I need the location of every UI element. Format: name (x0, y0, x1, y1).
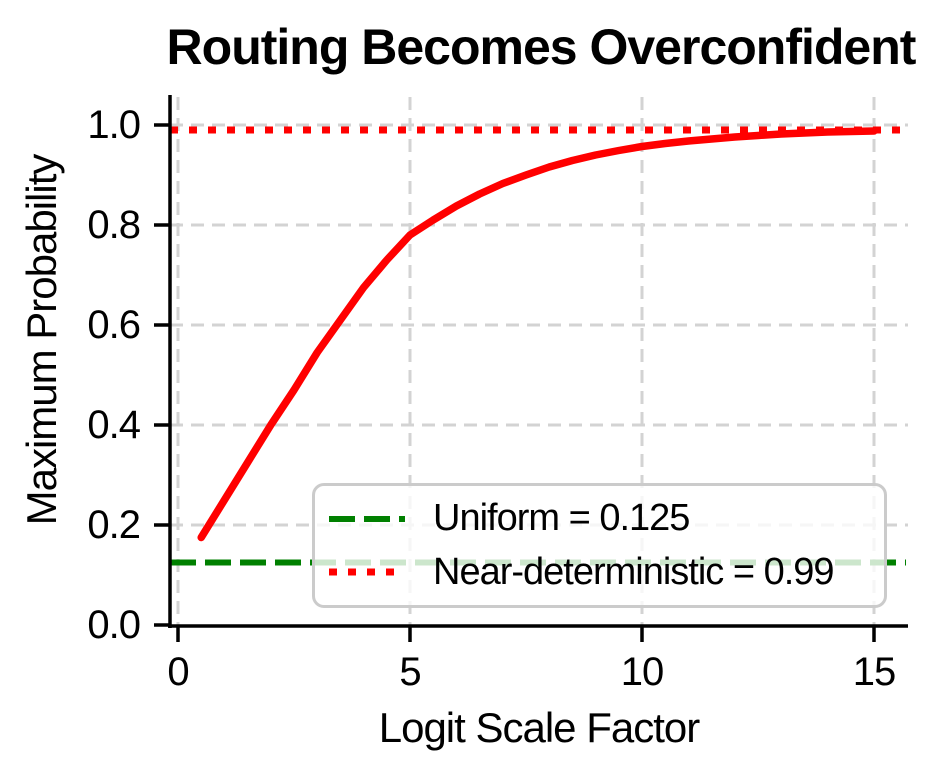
x-axis-label: Logit Scale Factor (378, 704, 701, 751)
y-tick-label: 0.8 (87, 203, 141, 247)
y-tick-label: 0.0 (87, 603, 141, 647)
y-tick-label: 0.6 (87, 303, 141, 347)
legend-item-near-deterministic: Near-deterministic = 0.99 (327, 546, 874, 598)
uniform-dashed-line-sample (329, 515, 405, 522)
x-tick-label: 10 (620, 650, 665, 694)
y-tick-label: 0.4 (87, 403, 141, 447)
legend: Uniform = 0.125 Near-deterministic = 0.9… (312, 483, 887, 608)
legend-label-near-deterministic: Near-deterministic = 0.99 (433, 550, 835, 593)
axes (154, 95, 908, 642)
x-tick-label: 0 (167, 650, 189, 694)
chart-title: Routing Becomes Overconfident (166, 19, 917, 75)
x-tick-label: 15 (852, 650, 897, 694)
legend-label-uniform: Uniform = 0.125 (433, 497, 690, 540)
data-series (197, 127, 878, 542)
maximum-probability-curve (197, 127, 878, 542)
legend-item-uniform: Uniform = 0.125 (327, 493, 874, 545)
near-deterministic-dotted-line-sample (329, 568, 405, 576)
y-tick-label: 1.0 (87, 103, 141, 147)
y-tick-label: 0.2 (87, 503, 141, 547)
x-tick-label: 5 (399, 650, 421, 694)
